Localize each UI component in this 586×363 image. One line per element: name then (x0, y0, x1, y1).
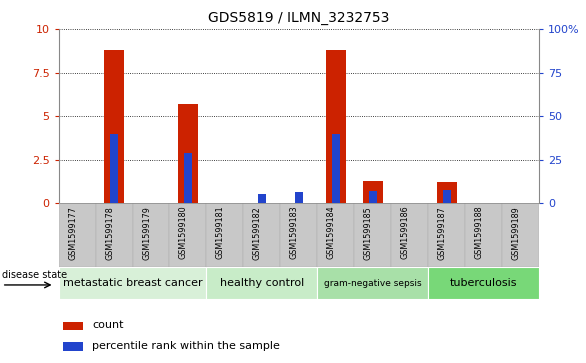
Text: GSM1599181: GSM1599181 (216, 206, 225, 260)
Text: metastatic breast cancer: metastatic breast cancer (63, 278, 202, 288)
Bar (110, 134, 118, 203)
Text: GSM1599178: GSM1599178 (105, 206, 114, 260)
Bar (391, 203, 428, 267)
Bar (59, 267, 206, 299)
Text: GSM1599177: GSM1599177 (68, 206, 77, 260)
Text: GSM1599179: GSM1599179 (142, 206, 151, 260)
Bar (178, 104, 198, 203)
Bar (96, 203, 132, 267)
Bar (369, 191, 377, 203)
Bar (184, 153, 192, 203)
Text: disease state: disease state (2, 270, 67, 280)
Bar (206, 267, 318, 299)
Bar (318, 267, 428, 299)
Bar (243, 203, 280, 267)
Text: GSM1599182: GSM1599182 (253, 206, 262, 260)
Bar (437, 182, 457, 203)
Text: healthy control: healthy control (220, 278, 304, 288)
Text: GSM1599189: GSM1599189 (512, 206, 520, 260)
Bar (59, 203, 96, 267)
Bar (428, 203, 465, 267)
Bar (326, 50, 346, 203)
Bar (442, 190, 451, 203)
Bar (258, 194, 266, 203)
Bar (206, 203, 243, 267)
Bar (332, 134, 340, 203)
Bar (355, 203, 391, 267)
Text: GSM1599180: GSM1599180 (179, 206, 188, 260)
Bar (465, 203, 502, 267)
Text: GSM1599186: GSM1599186 (401, 206, 410, 260)
Bar (428, 267, 539, 299)
Bar (318, 203, 355, 267)
Text: GSM1599187: GSM1599187 (438, 206, 447, 260)
Text: tuberculosis: tuberculosis (450, 278, 517, 288)
Bar (63, 322, 83, 330)
Text: GSM1599183: GSM1599183 (290, 206, 299, 260)
Text: gram-negative sepsis: gram-negative sepsis (324, 279, 421, 287)
Bar (502, 203, 539, 267)
Text: count: count (92, 321, 124, 330)
Text: GSM1599185: GSM1599185 (364, 206, 373, 260)
Title: GDS5819 / ILMN_3232753: GDS5819 / ILMN_3232753 (208, 11, 390, 25)
Bar (132, 203, 169, 267)
Bar (280, 203, 318, 267)
Bar (363, 181, 383, 203)
Bar (169, 203, 206, 267)
Text: percentile rank within the sample: percentile rank within the sample (92, 341, 280, 351)
Text: GSM1599184: GSM1599184 (327, 206, 336, 260)
Bar (63, 342, 83, 351)
Bar (295, 192, 303, 203)
Text: GSM1599188: GSM1599188 (475, 206, 483, 260)
Bar (104, 50, 124, 203)
